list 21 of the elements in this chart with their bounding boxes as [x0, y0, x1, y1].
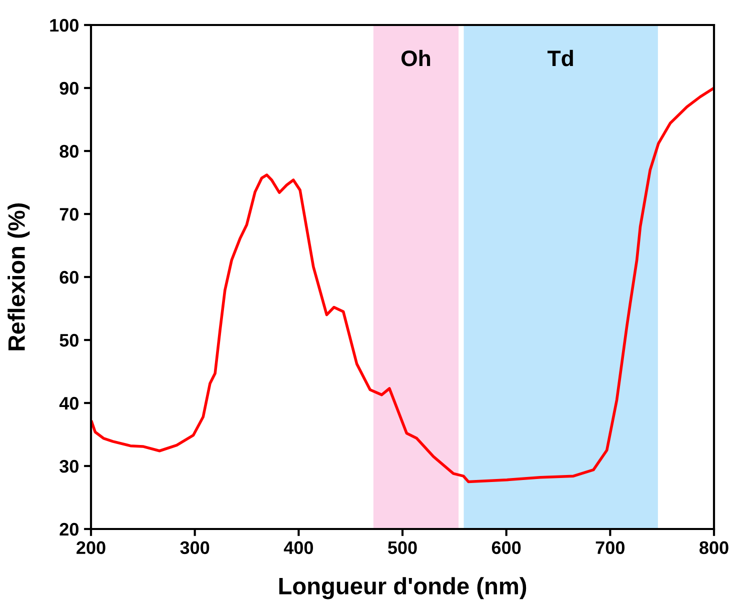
x-tick-label: 300 [180, 541, 210, 554]
x-tick-label: 200 [76, 541, 106, 554]
y-tick-label: 80 [60, 144, 78, 158]
y-tick-label: 100 [50, 18, 78, 32]
x-tick-label: 600 [492, 541, 521, 554]
x-tick-label: 400 [284, 541, 313, 554]
y-tick-label: 20 [60, 522, 78, 536]
y-tick-label: 50 [60, 334, 78, 347]
y-tick-label: 40 [59, 396, 78, 410]
y-axis-title: Reflexion (%) [8, 203, 30, 350]
x-axis-title: Longueur d'onde (nm) [279, 577, 526, 600]
y-tick-label: 70 [60, 208, 78, 221]
line-series [91, 86, 714, 484]
y-tick-label: 30 [60, 460, 78, 473]
x-tick-label: 700 [596, 541, 624, 554]
y-tick-label: 90 [60, 82, 78, 95]
x-tick-label: 800 [700, 541, 728, 554]
y-tick-label: 60 [60, 270, 78, 284]
band-label: Oh [401, 50, 430, 66]
x-tick-label: 500 [388, 541, 417, 554]
band-label: Td [548, 50, 573, 66]
